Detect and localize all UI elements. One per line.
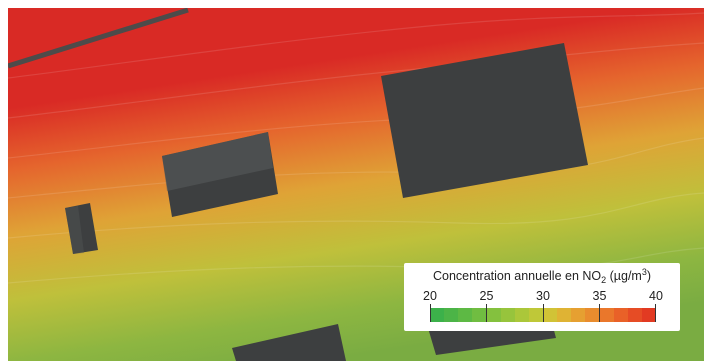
legend-title: Concentration annuelle en NO2 (µg/m3) <box>404 269 680 283</box>
legend-tick-mark <box>486 304 487 322</box>
scale-color-segment <box>628 308 642 322</box>
scale-color-segment <box>600 308 614 322</box>
scale-color-segment <box>515 308 529 322</box>
scale-color-segment <box>472 308 486 322</box>
scale-color-segment <box>543 308 557 322</box>
scale-color-segment <box>430 308 444 322</box>
scale-color-segment <box>529 308 543 322</box>
legend-tick-mark <box>543 304 544 322</box>
scale-color-segment <box>571 308 585 322</box>
scale-color-segment <box>487 308 501 322</box>
scale-color-segment <box>501 308 515 322</box>
legend-tick-label: 20 <box>423 289 437 303</box>
legend-tick-label: 35 <box>593 289 607 303</box>
legend-panel: Concentration annuelle en NO2 (µg/m3) 20… <box>404 263 680 331</box>
scale-color-segment <box>557 308 571 322</box>
legend-tick-label: 30 <box>536 289 550 303</box>
scale-color-segment <box>614 308 628 322</box>
scale-color-segment <box>458 308 472 322</box>
legend-tick-label: 25 <box>480 289 494 303</box>
legend-tick-mark <box>655 304 656 322</box>
legend-tick-mark <box>599 304 600 322</box>
scale-color-segment <box>642 308 656 322</box>
scale-color-segment <box>585 308 599 322</box>
legend-tick-mark <box>430 304 431 322</box>
scale-color-segment <box>444 308 458 322</box>
legend-tick-label: 40 <box>649 289 663 303</box>
